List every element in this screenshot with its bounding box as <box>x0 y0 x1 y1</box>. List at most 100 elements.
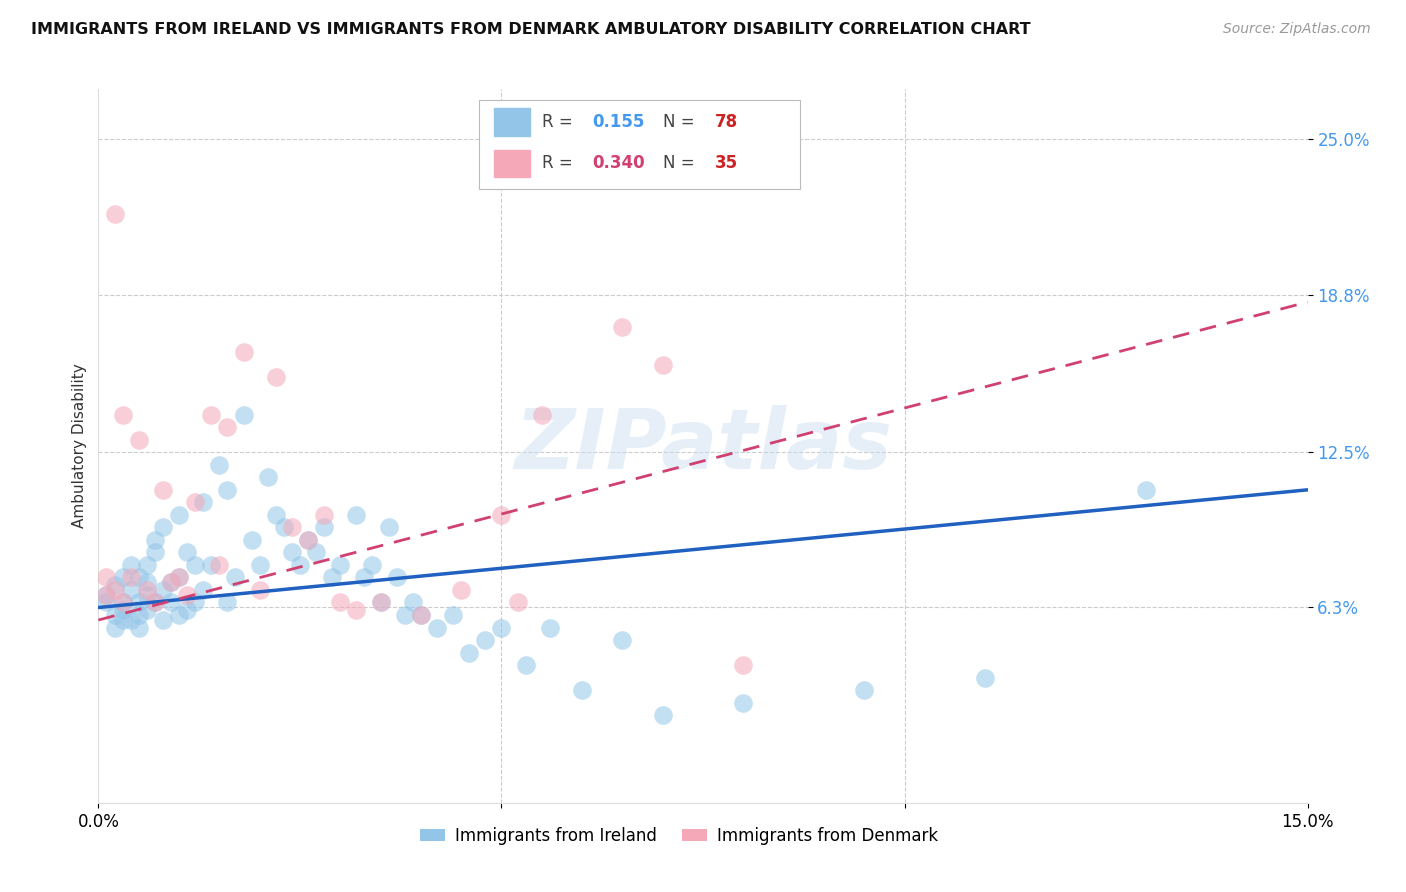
Point <box>167 508 190 522</box>
Point <box>264 370 287 384</box>
Point <box>249 582 271 597</box>
Point <box>193 582 215 597</box>
Point <box>224 570 246 584</box>
Text: N =: N = <box>664 113 700 131</box>
Text: IMMIGRANTS FROM IRELAND VS IMMIGRANTS FROM DENMARK AMBULATORY DISABILITY CORRELA: IMMIGRANTS FROM IRELAND VS IMMIGRANTS FR… <box>31 22 1031 37</box>
Point <box>612 320 634 334</box>
Point <box>353 570 375 584</box>
Point <box>128 595 150 609</box>
Point <box>111 613 134 627</box>
Point <box>370 595 392 609</box>
Point <box>167 607 190 622</box>
Point <box>530 408 553 422</box>
Point <box>96 588 118 602</box>
Point <box>167 570 190 584</box>
Point <box>96 588 118 602</box>
Text: R =: R = <box>543 154 578 172</box>
Point <box>135 575 157 590</box>
Point <box>167 570 190 584</box>
Point <box>120 613 142 627</box>
Point <box>515 658 537 673</box>
Point <box>152 520 174 534</box>
Point <box>217 483 239 497</box>
Point <box>402 595 425 609</box>
Point <box>184 558 207 572</box>
Point <box>217 595 239 609</box>
Point <box>506 595 529 609</box>
Point <box>426 621 449 635</box>
Point <box>143 595 166 609</box>
Point <box>128 607 150 622</box>
Point <box>143 545 166 559</box>
Point <box>128 570 150 584</box>
Point <box>176 603 198 617</box>
Point <box>385 570 408 584</box>
Point <box>143 595 166 609</box>
Point <box>651 708 673 723</box>
Point <box>314 520 336 534</box>
Point <box>184 495 207 509</box>
Text: ZIPatlas: ZIPatlas <box>515 406 891 486</box>
Point <box>120 570 142 584</box>
Point <box>394 607 416 622</box>
Point <box>571 683 593 698</box>
Point <box>733 658 755 673</box>
Point <box>96 595 118 609</box>
Point <box>450 582 472 597</box>
Point <box>111 603 134 617</box>
Point <box>344 603 367 617</box>
Point <box>103 582 125 597</box>
Point <box>152 582 174 597</box>
Point <box>120 558 142 572</box>
Point <box>143 533 166 547</box>
Bar <box>494 109 530 136</box>
Bar <box>494 150 530 177</box>
Point <box>103 607 125 622</box>
Point <box>184 595 207 609</box>
Point <box>733 696 755 710</box>
Point <box>160 595 183 609</box>
Y-axis label: Ambulatory Disability: Ambulatory Disability <box>72 364 87 528</box>
Point <box>297 533 319 547</box>
Point <box>458 646 481 660</box>
Point <box>853 683 876 698</box>
Point <box>321 570 343 584</box>
Point <box>538 621 561 635</box>
Point <box>128 621 150 635</box>
Point <box>441 607 464 622</box>
Point <box>344 508 367 522</box>
Point <box>612 633 634 648</box>
Point <box>232 345 254 359</box>
Point <box>474 633 496 648</box>
Text: R =: R = <box>543 113 578 131</box>
Point <box>135 603 157 617</box>
Point <box>329 595 352 609</box>
Point <box>193 495 215 509</box>
Point <box>281 520 304 534</box>
Point <box>96 570 118 584</box>
Point <box>491 621 513 635</box>
Point <box>111 595 134 609</box>
Point <box>297 533 319 547</box>
Point <box>103 578 125 592</box>
Text: 78: 78 <box>716 113 738 131</box>
Point <box>103 621 125 635</box>
Point <box>103 207 125 221</box>
Point <box>256 470 278 484</box>
Point <box>1135 483 1157 497</box>
Point <box>240 533 263 547</box>
Point <box>491 508 513 522</box>
Point <box>152 483 174 497</box>
Point <box>651 358 673 372</box>
Text: Source: ZipAtlas.com: Source: ZipAtlas.com <box>1223 22 1371 37</box>
Point <box>208 458 231 472</box>
Point <box>249 558 271 572</box>
Point <box>135 582 157 597</box>
Point <box>232 408 254 422</box>
Point <box>200 558 222 572</box>
Point <box>288 558 311 572</box>
Text: 0.155: 0.155 <box>592 113 644 131</box>
Point <box>314 508 336 522</box>
Text: N =: N = <box>664 154 700 172</box>
Point <box>128 433 150 447</box>
